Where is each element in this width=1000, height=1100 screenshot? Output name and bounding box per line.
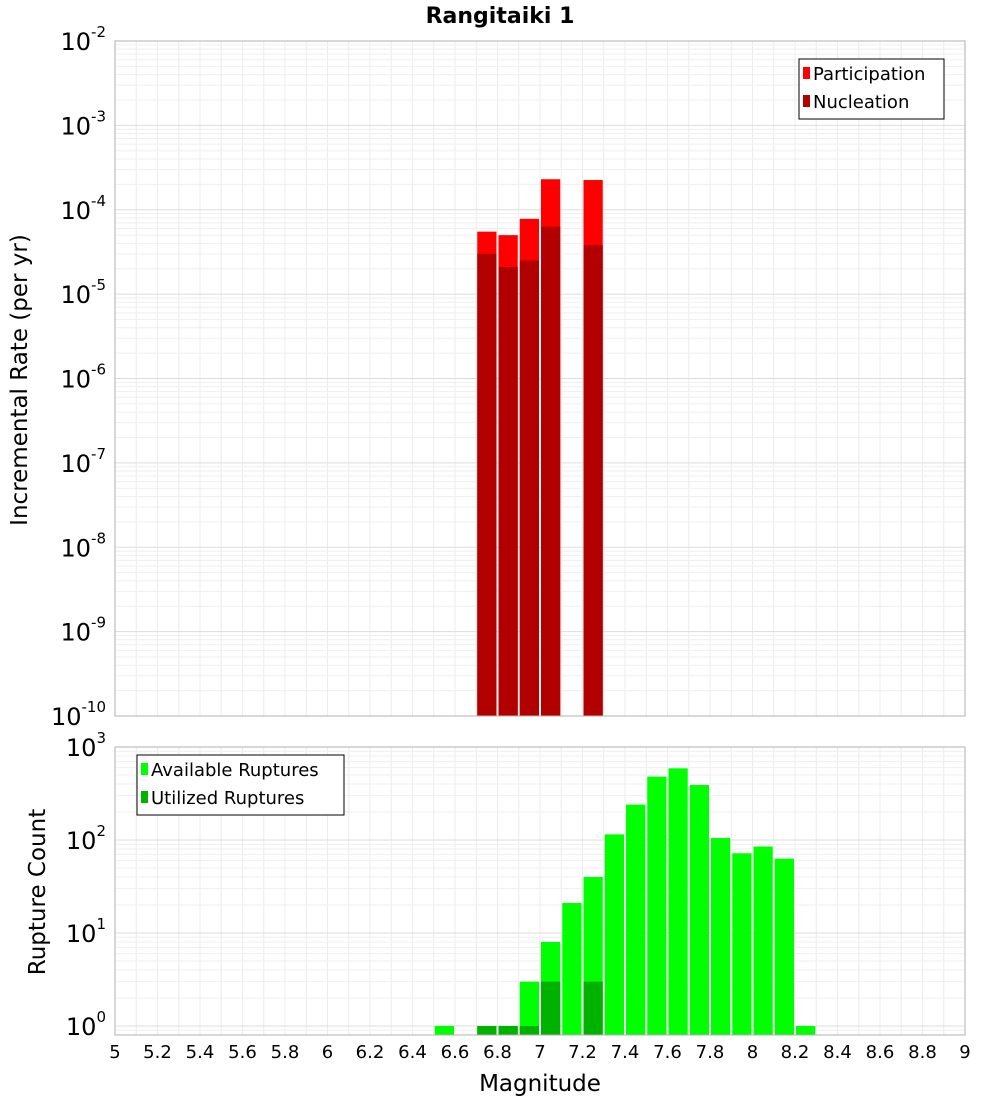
- top-grid: [114, 40, 966, 717]
- x-tick-label: 7.6: [653, 1042, 682, 1063]
- top-legend: Participation Nucleation: [798, 58, 945, 120]
- bottom-legend: Available Ruptures Utilized Ruptures: [136, 754, 345, 816]
- bottom-bar-available-ruptures: [732, 853, 752, 1035]
- top-y-tick-label: 10-10: [51, 698, 106, 731]
- bottom-bar-available-ruptures: [626, 804, 646, 1035]
- bottom-bar-utilized-ruptures: [477, 1025, 497, 1035]
- top-y-tick-label: 10-5: [60, 276, 106, 309]
- top-series-nucleation: [477, 226, 603, 717]
- top-y-tick-label: 10-2: [60, 23, 106, 56]
- legend-label: Nucleation: [813, 92, 909, 113]
- bottom-bar-available-ruptures: [519, 981, 539, 1035]
- bottom-y-tick-label: 102: [66, 822, 106, 855]
- x-tick-label: 8.4: [823, 1042, 852, 1063]
- top-y-tick-label: 10-8: [60, 529, 106, 562]
- top-y-tick-label: 10-4: [60, 192, 106, 225]
- bottom-bar-available-ruptures: [796, 1025, 816, 1035]
- top-bar-nucleation: [541, 226, 561, 716]
- legend-swatch: [141, 763, 148, 775]
- bottom-series-utilized-ruptures: [477, 981, 603, 1035]
- bottom-bar-available-ruptures: [753, 846, 773, 1035]
- bottom-bar-available-ruptures: [604, 834, 624, 1035]
- x-tick-label: 7.2: [568, 1042, 597, 1063]
- bottom-bar-available-ruptures: [689, 785, 709, 1035]
- x-axis-label: Magnitude: [479, 1071, 601, 1097]
- x-tick-label: 5.8: [271, 1042, 300, 1063]
- bottom-bar-available-ruptures: [711, 838, 731, 1035]
- bottom-plot-frame: [114, 746, 966, 1036]
- x-tick-label: 6.8: [483, 1042, 512, 1063]
- bottom-bar-utilized-ruptures: [498, 1025, 518, 1035]
- top-plot-frame: [114, 40, 966, 717]
- legend-swatch: [803, 67, 810, 79]
- top-bar-nucleation: [477, 253, 497, 716]
- bottom-y-axis-label: Rupture Count: [25, 809, 51, 975]
- bottom-legend-box: [136, 754, 345, 816]
- top-y-tick-label: 10-7: [60, 445, 106, 478]
- bottom-bar-available-ruptures: [774, 858, 794, 1035]
- bottom-bar-available-ruptures: [668, 768, 688, 1035]
- x-tick-label: 6: [322, 1042, 333, 1063]
- legend-swatch: [803, 95, 810, 107]
- bottom-bar-available-ruptures: [647, 776, 667, 1035]
- x-tick-label: 5.4: [186, 1042, 215, 1063]
- x-tick-label: 8.6: [866, 1042, 895, 1063]
- legend-swatch: [141, 791, 148, 803]
- bottom-y-tick-label: 100: [66, 1008, 106, 1041]
- x-tick-label: 8.2: [781, 1042, 810, 1063]
- bottom-bar-available-ruptures: [562, 903, 582, 1035]
- x-tick-label: 7.4: [611, 1042, 640, 1063]
- legend-label: Participation: [813, 64, 925, 85]
- top-y-tick-label: 10-9: [60, 614, 106, 647]
- x-tick-label: 8: [747, 1042, 758, 1063]
- x-tick-label: 5: [109, 1042, 120, 1063]
- x-tick-label: 7.8: [696, 1042, 725, 1063]
- legend-label: Available Ruptures: [151, 760, 319, 781]
- top-legend-box: [798, 58, 945, 120]
- x-tick-label: 7: [534, 1042, 545, 1063]
- bottom-y-tick-label: 101: [66, 915, 106, 948]
- top-y-tick-label: 10-6: [60, 361, 106, 394]
- top-y-axis-label: Incremental Rate (per yr): [7, 234, 33, 526]
- x-tick-label: 5.2: [143, 1042, 172, 1063]
- top-y-tick-label: 10-3: [60, 107, 106, 140]
- top-bar-nucleation: [498, 266, 518, 716]
- x-tick-label: 6.4: [398, 1042, 427, 1063]
- top-bar-nucleation: [583, 245, 603, 717]
- bottom-y-tick-label: 103: [66, 729, 106, 762]
- legend-label: Utilized Ruptures: [151, 788, 304, 809]
- bottom-bar-utilized-ruptures: [519, 1025, 539, 1035]
- x-tick-label: 8.8: [908, 1042, 937, 1063]
- x-tick-label: 5.6: [228, 1042, 257, 1063]
- x-tick-label: 6.2: [356, 1042, 385, 1063]
- bottom-bar-available-ruptures: [434, 1025, 454, 1035]
- top-bar-nucleation: [519, 260, 539, 716]
- bottom-bar-utilized-ruptures: [583, 981, 603, 1035]
- x-tick-label: 9: [959, 1042, 970, 1063]
- x-tick-label: 6.6: [441, 1042, 470, 1063]
- bottom-bar-utilized-ruptures: [541, 981, 561, 1035]
- chart-title: Rangitaiki 1: [426, 4, 575, 29]
